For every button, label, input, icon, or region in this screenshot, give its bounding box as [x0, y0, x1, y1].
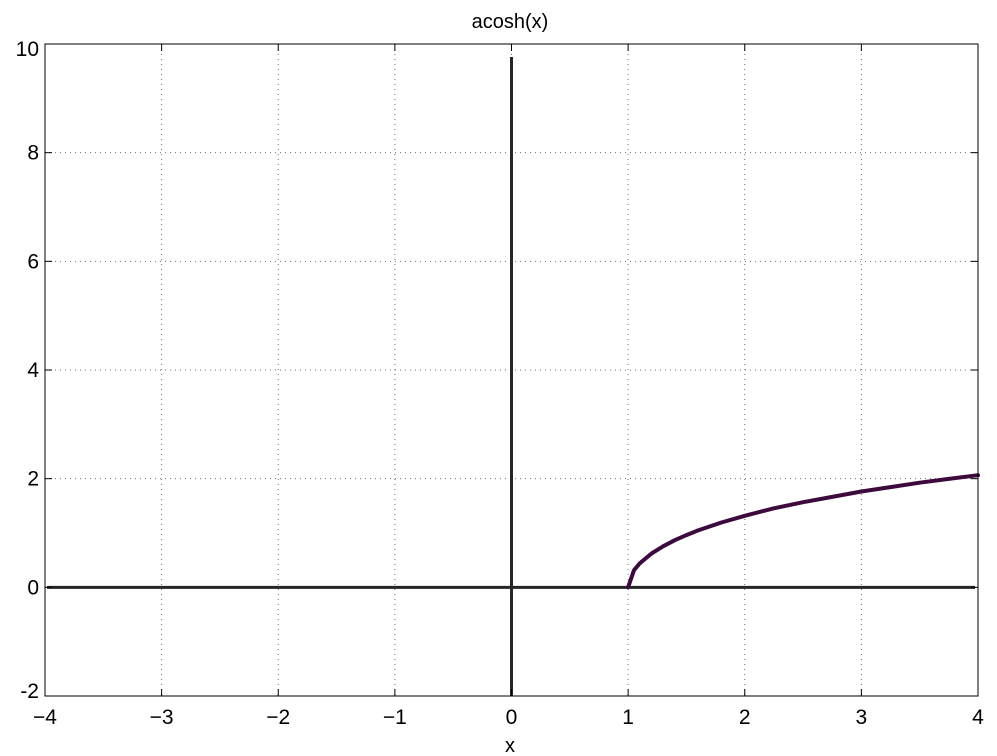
x-tick-label: 2	[739, 706, 751, 729]
y-tick-label: 4	[27, 359, 39, 382]
series-layer	[626, 473, 980, 590]
y-tick-label: 2	[27, 468, 39, 491]
x-tick-label: −1	[383, 706, 407, 729]
x-tick-label: 3	[856, 706, 868, 729]
y-tick-label: -2	[20, 680, 39, 703]
x-tick-label: 0	[506, 706, 518, 729]
y-tick-label: 10	[16, 38, 39, 61]
x-axis-label: x	[505, 735, 515, 756]
chart-title: acosh(x)	[472, 11, 549, 33]
x-tick-labels: −4 −3 −2 −1 0 1 2 3 4	[33, 706, 984, 729]
y-tick-label: 6	[27, 250, 39, 273]
x-tick-label: −3	[150, 706, 174, 729]
reference-lines	[47, 57, 975, 696]
y-tick-label: 0	[27, 576, 39, 599]
x-tick-label: 4	[972, 706, 984, 729]
y-tick-label: 8	[27, 142, 39, 165]
x-tick-label: −4	[33, 706, 57, 729]
series-line	[626, 473, 980, 590]
x-tick-label: −2	[266, 706, 290, 729]
tick-marks	[44, 43, 979, 697]
x-tick-label: 1	[622, 706, 634, 729]
y-tick-labels: -2 0 2 4 6 8 10	[16, 38, 40, 703]
